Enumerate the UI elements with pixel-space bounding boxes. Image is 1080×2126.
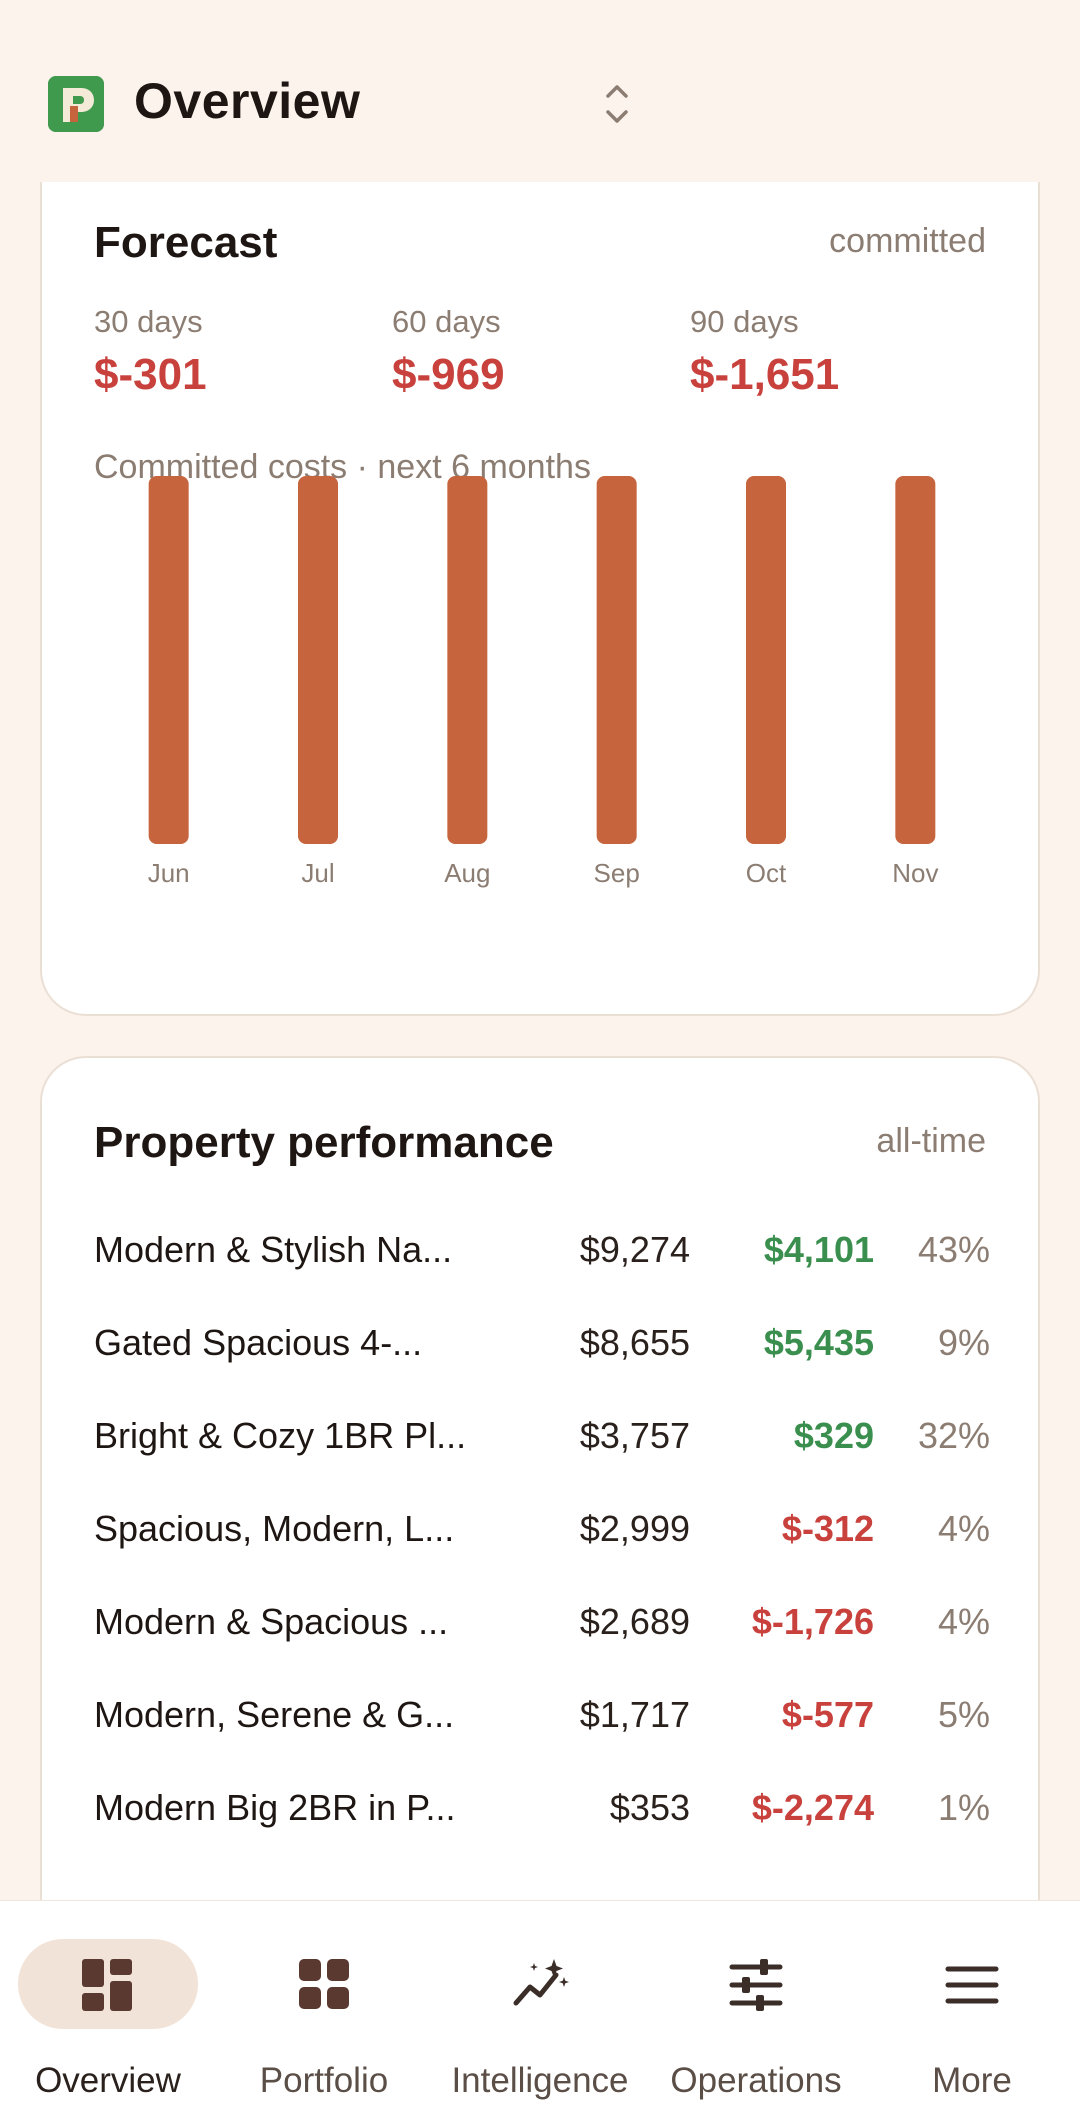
bar-oct bbox=[746, 476, 786, 844]
page-title[interactable]: Overview bbox=[134, 73, 361, 129]
nav-item-portfolio[interactable]: Portfolio bbox=[216, 1901, 432, 2126]
property-profit: $329 bbox=[793, 1415, 874, 1456]
grid-icon bbox=[294, 1957, 354, 2013]
nav-label: Operations bbox=[670, 2061, 842, 2100]
property-name: Modern & Spacious ... bbox=[94, 1601, 449, 1642]
property-name: Gated Spacious 4-... bbox=[94, 1322, 423, 1363]
property-name: Modern, Serene & G... bbox=[94, 1694, 455, 1735]
x-tick-label: Jun bbox=[148, 858, 190, 888]
menu-icon bbox=[942, 1957, 1002, 2013]
property-revenue: $353 bbox=[609, 1787, 690, 1828]
property-revenue: $1,717 bbox=[579, 1694, 690, 1735]
property-revenue: $9,274 bbox=[579, 1229, 690, 1270]
period-label: 30 days bbox=[94, 304, 203, 339]
property-row[interactable]: Spacious, Modern, L... $2,999 $-312 4% bbox=[42, 1499, 1042, 1559]
nav-item-intelligence[interactable]: Intelligence bbox=[432, 1901, 648, 2126]
nav-label: Overview bbox=[35, 2061, 181, 2100]
property-occupancy: 4% bbox=[937, 1508, 990, 1549]
x-tick-label: Oct bbox=[746, 858, 787, 888]
property-occupancy: 43% bbox=[917, 1229, 990, 1270]
period-90-days: 90 days $-1,651 bbox=[690, 304, 839, 400]
nav-item-overview[interactable]: Overview bbox=[0, 1901, 216, 2126]
property-row[interactable]: Modern, Serene & G... $1,717 $-577 5% bbox=[42, 1685, 1042, 1745]
property-occupancy: 5% bbox=[937, 1694, 990, 1735]
property-name: Modern & Stylish Na... bbox=[94, 1229, 453, 1270]
nav-item-more[interactable]: More bbox=[864, 1901, 1080, 2126]
x-tick-label: Sep bbox=[594, 858, 640, 888]
property-profit: $-1,726 bbox=[751, 1601, 874, 1642]
property-profit: $-577 bbox=[781, 1694, 874, 1735]
nav-label: Intelligence bbox=[451, 2061, 629, 2100]
property-occupancy: 4% bbox=[937, 1601, 990, 1642]
property-profit: $4,101 bbox=[763, 1229, 874, 1270]
bar-nov bbox=[895, 476, 936, 844]
property-occupancy: 9% bbox=[937, 1322, 990, 1363]
property-row[interactable]: Modern Big 2BR in P... $353 $-2,274 1% bbox=[42, 1778, 1042, 1838]
bottom-nav: Overview Portfolio Intelligence bbox=[0, 1900, 1080, 2126]
forecast-card: Forecast committed 30 days $-301 60 days… bbox=[40, 140, 1040, 1016]
property-row[interactable]: Gated Spacious 4-... $8,655 $5,435 9% bbox=[42, 1313, 1042, 1373]
property-occupancy: 1% bbox=[937, 1787, 990, 1828]
nav-label: Portfolio bbox=[259, 2061, 389, 2100]
bar-jun bbox=[148, 476, 189, 844]
nav-active-indicator bbox=[18, 1939, 198, 2029]
sliders-icon bbox=[726, 1957, 786, 2013]
property-revenue: $3,757 bbox=[579, 1415, 690, 1456]
bar-sep bbox=[596, 476, 637, 844]
property-revenue: $8,655 bbox=[579, 1322, 690, 1363]
property-row[interactable]: Modern & Spacious ... $2,689 $-1,726 4% bbox=[42, 1592, 1042, 1652]
property-profit: $5,435 bbox=[763, 1322, 874, 1363]
x-tick-label: Aug bbox=[444, 858, 490, 888]
app-header: Overview bbox=[0, 0, 1080, 182]
forecast-tag: committed bbox=[829, 222, 986, 260]
property-revenue: $2,689 bbox=[579, 1601, 690, 1642]
property-name: Spacious, Modern, L... bbox=[94, 1508, 455, 1549]
x-tick-label: Nov bbox=[892, 858, 938, 888]
period-30-days: 30 days $-301 bbox=[94, 304, 207, 400]
property-row[interactable]: Modern & Stylish Na... $9,274 $4,101 43% bbox=[42, 1220, 1042, 1280]
period-value: $-969 bbox=[392, 350, 505, 399]
property-row[interactable]: Bright & Cozy 1BR Pl... $3,757 $329 32% bbox=[42, 1406, 1042, 1466]
performance-tag: all-time bbox=[876, 1122, 986, 1160]
property-occupancy: 32% bbox=[917, 1415, 990, 1456]
property-revenue: $2,999 bbox=[579, 1508, 690, 1549]
period-label: 90 days bbox=[690, 304, 799, 339]
period-label: 60 days bbox=[392, 304, 501, 339]
bar-jul bbox=[298, 476, 338, 844]
period-value: $-301 bbox=[94, 350, 207, 399]
property-name: Modern Big 2BR in P... bbox=[94, 1787, 456, 1828]
committed-costs-chart: Jun Jul Aug Sep Oct Nov bbox=[148, 476, 938, 888]
property-profit: $-2,274 bbox=[751, 1787, 874, 1828]
sparkle-trend-icon bbox=[510, 1957, 570, 2013]
period-value: $-1,651 bbox=[690, 350, 840, 399]
period-60-days: 60 days $-969 bbox=[392, 304, 505, 400]
forecast-title: Forecast bbox=[94, 218, 278, 267]
dashboard-icon bbox=[78, 1957, 138, 2013]
chevron-up-down-icon[interactable] bbox=[602, 80, 632, 128]
property-profit: $-312 bbox=[781, 1508, 874, 1549]
performance-title: Property performance bbox=[94, 1118, 554, 1167]
bar-aug bbox=[447, 476, 488, 844]
nav-label: More bbox=[932, 2061, 1012, 2100]
nav-item-operations[interactable]: Operations bbox=[648, 1901, 864, 2126]
app-logo-icon[interactable] bbox=[48, 76, 104, 132]
property-name: Bright & Cozy 1BR Pl... bbox=[94, 1415, 467, 1456]
x-tick-label: Jul bbox=[301, 858, 334, 888]
